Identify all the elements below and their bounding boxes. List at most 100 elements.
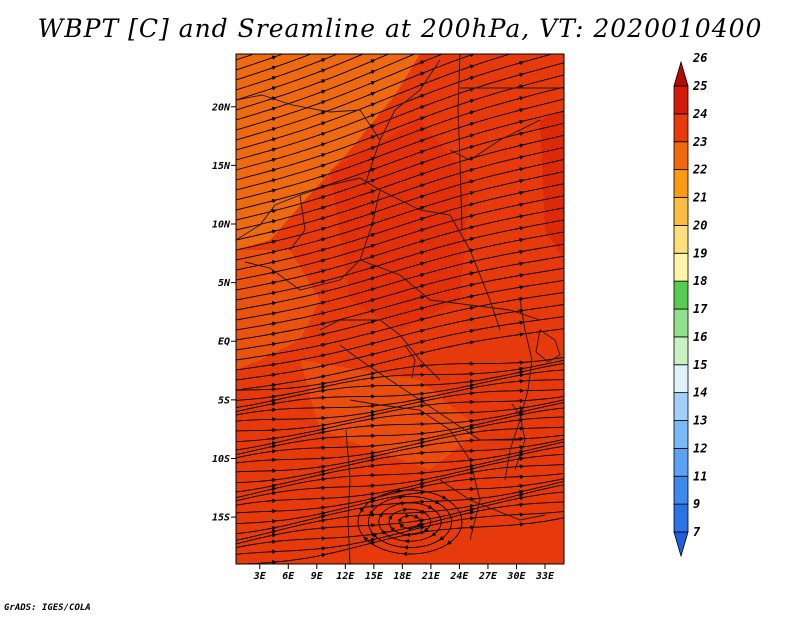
streamline-arrow: [466, 190, 475, 196]
lat-tick-label: 15S: [212, 513, 230, 524]
streamline-arrow: [367, 211, 376, 216]
streamline-arrow: [466, 340, 475, 345]
streamline: [236, 328, 564, 391]
streamline-arrow: [318, 131, 327, 137]
lon-tick-label: 21E: [421, 571, 441, 582]
streamline-arrow: [390, 526, 396, 532]
colorbar-label: 26: [692, 51, 707, 65]
streamline: [236, 395, 564, 432]
streamline-arrow: [466, 305, 475, 311]
streamline-arrow: [466, 248, 475, 253]
streamline: [367, 495, 453, 549]
streamline: [236, 98, 564, 201]
grads-credit: GrADS: IGES/COLA: [4, 603, 91, 613]
streamline-arrow: [268, 331, 277, 337]
streamline-arrow: [516, 489, 525, 495]
colorbar-label: 18: [693, 274, 707, 288]
streamline-arrow: [367, 59, 376, 64]
streamline-arrow: [466, 516, 475, 521]
streamline-arrow: [367, 189, 376, 194]
streamline-arrow: [367, 243, 376, 249]
colorbar-segment: [673, 503, 689, 533]
streamline-arrow: [418, 39, 424, 41]
colorbar-label: 20: [692, 218, 707, 232]
streamline-arrow: [417, 60, 426, 65]
streamline-arrow: [417, 440, 426, 445]
streamline-arrow: [319, 49, 325, 51]
streamline-arrow: [318, 511, 327, 516]
streamline-arrow: [318, 247, 327, 253]
streamline-arrow: [466, 133, 475, 138]
streamline-arrow: [417, 295, 426, 300]
streamline-arrow: [439, 535, 445, 541]
streamline-arrow: [466, 510, 475, 515]
streamline-arrow: [318, 237, 327, 242]
streamline-arrow: [417, 82, 426, 88]
streamline-arrow: [363, 536, 369, 542]
lat-tick-label: 20N: [211, 102, 231, 113]
streamline: [236, 171, 564, 261]
streamline-arrow: [466, 179, 475, 184]
streamline-arrow: [516, 406, 525, 411]
streamline-arrow: [466, 121, 475, 127]
streamline-arrow: [268, 157, 277, 163]
streamline-arrow: [318, 374, 327, 379]
streamline-arrow: [268, 444, 277, 449]
streamline-arrow: [378, 512, 383, 518]
streamline: [236, 54, 416, 121]
streamline-arrow: [417, 363, 426, 369]
streamline-arrow: [268, 372, 277, 378]
lon-tick-label: 33E: [535, 571, 555, 582]
streamline-arrow: [516, 502, 525, 507]
streamline-arrow: [516, 296, 525, 302]
streamline-arrow: [367, 491, 376, 497]
streamline: [236, 54, 554, 161]
streamline-arrow: [268, 529, 277, 535]
streamline-arrow: [268, 301, 277, 306]
streamline-arrow: [268, 280, 277, 286]
streamline-arrow: [367, 265, 376, 270]
lat-tick-label: 5N: [218, 278, 231, 289]
streamline-arrow: [367, 91, 376, 96]
streamline-arrow: [516, 214, 525, 219]
streamline-arrow: [268, 290, 277, 296]
streamline-arrow: [367, 504, 376, 509]
streamline-arrow: [516, 108, 525, 113]
streamline-arrow: [466, 328, 475, 334]
streamline-arrow: [420, 509, 426, 514]
streamline-arrow: [318, 427, 327, 432]
streamline-arrow: [517, 39, 523, 41]
streamline-arrow: [367, 276, 376, 281]
streamline-arrow: [318, 290, 327, 295]
streamline-arrow: [516, 261, 525, 266]
streamline-arrow: [367, 254, 376, 260]
streamline-arrow: [368, 6, 374, 9]
streamline-arrow: [417, 239, 426, 244]
streamline: [378, 502, 442, 542]
streamline-arrow: [268, 525, 277, 531]
colorbar-label: 15: [693, 358, 707, 372]
streamline: [236, 407, 564, 456]
streamline-arrow: [417, 481, 426, 487]
streamline-arrow: [466, 213, 475, 219]
streamline-arrow: [399, 523, 405, 529]
streamline: [236, 416, 564, 459]
streamline: [236, 441, 564, 493]
streamline-arrow: [268, 147, 277, 152]
streamline-arrow: [517, 15, 523, 17]
streamline-arrow: [318, 514, 327, 519]
streamline-arrow: [516, 373, 525, 378]
streamline-arrow: [318, 332, 327, 337]
streamline-arrow: [516, 320, 525, 325]
streamline-arrow: [318, 363, 327, 369]
streamline-arrow: [466, 294, 475, 299]
streamline-arrow: [516, 119, 525, 125]
streamline-arrow: [516, 273, 525, 278]
streamline-arrow: [268, 407, 277, 413]
streamline-arrow: [466, 259, 475, 265]
streamline-arrow: [368, 50, 374, 52]
streamline-arrow: [367, 309, 376, 314]
streamline-arrow: [516, 445, 525, 450]
streamline-arrow: [417, 205, 426, 211]
streamline-arrow: [367, 457, 376, 463]
